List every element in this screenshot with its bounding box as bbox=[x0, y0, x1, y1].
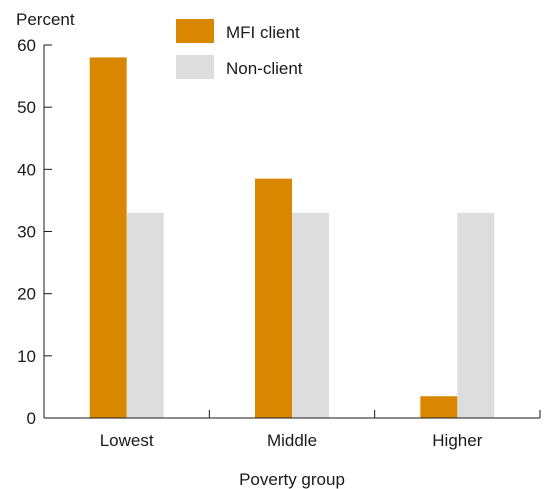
bar-middle-mfi-client bbox=[255, 178, 292, 418]
y-tick-label-10: 10 bbox=[17, 347, 36, 366]
x-tick-label-middle: Middle bbox=[267, 431, 317, 450]
x-tick-label-higher: Higher bbox=[432, 431, 482, 450]
y-tick-label-30: 30 bbox=[17, 223, 36, 242]
bar-lowest-mfi-client bbox=[89, 57, 127, 418]
y-tick-label-50: 50 bbox=[17, 98, 36, 117]
legend-swatch-mfi-client bbox=[176, 19, 214, 43]
legend: MFI client Non-client bbox=[176, 19, 303, 79]
bar-middle-non-client bbox=[292, 212, 329, 418]
y-axis-ticks: 0 10 20 30 40 50 60 bbox=[17, 36, 52, 428]
bar-higher-non-client bbox=[457, 212, 495, 418]
y-tick-label-0: 0 bbox=[27, 409, 36, 428]
x-axis-ticks: Lowest Middle Higher bbox=[100, 410, 541, 450]
bar-lowest-non-client bbox=[126, 212, 164, 418]
x-tick-label-lowest: Lowest bbox=[100, 431, 154, 450]
y-axis-title: Percent bbox=[16, 10, 75, 29]
legend-label-non-client: Non-client bbox=[226, 59, 303, 78]
y-tick-label-40: 40 bbox=[17, 160, 36, 179]
x-axis-title: Poverty group bbox=[239, 470, 345, 489]
y-tick-label-60: 60 bbox=[17, 36, 36, 55]
legend-label-mfi-client: MFI client bbox=[226, 23, 300, 42]
y-tick-label-20: 20 bbox=[17, 285, 36, 304]
bar-higher-mfi-client bbox=[420, 396, 458, 418]
legend-swatch-non-client bbox=[176, 55, 214, 79]
bars bbox=[89, 57, 495, 418]
